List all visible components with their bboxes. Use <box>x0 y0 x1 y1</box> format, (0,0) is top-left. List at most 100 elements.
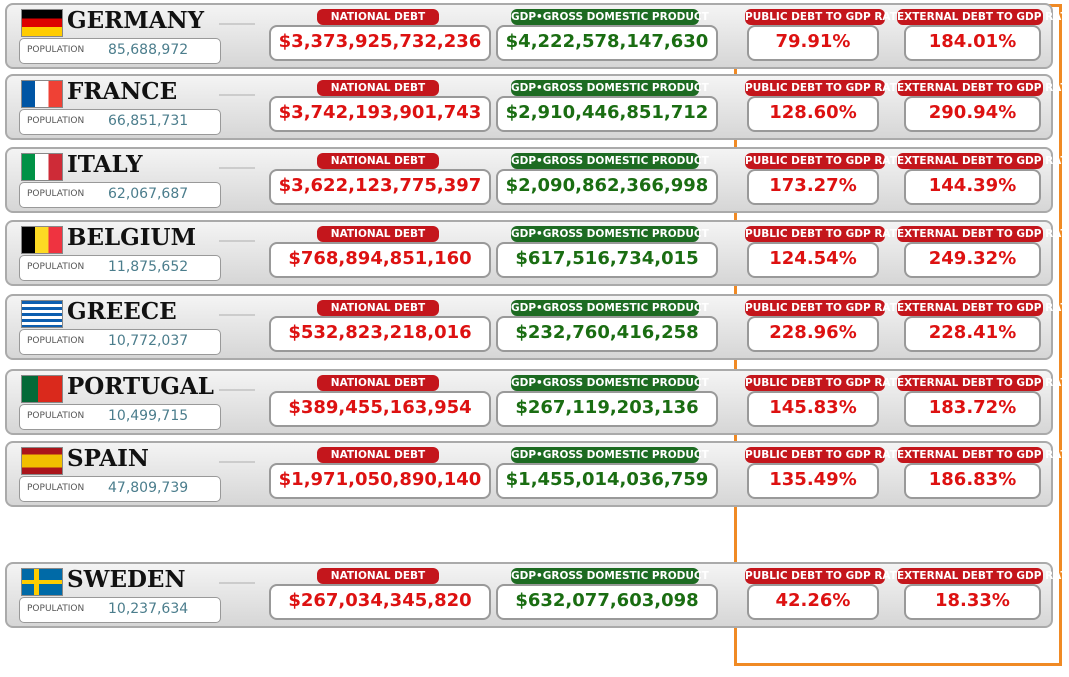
country-row: BELGIUM POPULATION 11,875,652 $768,894,851,… <box>5 220 1069 286</box>
public-ratio-value: 124.54% <box>747 242 879 278</box>
population-value: 66,851,731 <box>108 113 189 129</box>
national-debt-value: $1,971,050,890,140 <box>269 463 491 499</box>
external-ratio-label: EXTERNAL DEBT TO GDP RATIO <box>897 568 1069 584</box>
population-value: 10,237,634 <box>108 601 189 617</box>
country-row: ITALY POPULATION 62,067,687 $3,622,123,775,… <box>5 147 1069 213</box>
public-ratio-value: 42.26% <box>747 584 879 620</box>
population-box: POPULATION 66,851,731 <box>19 109 221 135</box>
gdp-label: GDP•GROSS DOMESTIC PRODUCT <box>511 226 709 242</box>
external-ratio-label: EXTERNAL DEBT TO GDP RATIO <box>897 300 1069 316</box>
national-debt-label: NATIONAL DEBT <box>317 375 439 391</box>
external-ratio-label: EXTERNAL DEBT TO GDP RATIO <box>897 226 1069 242</box>
population-box: POPULATION 11,875,652 <box>19 255 221 281</box>
external-ratio-value: 144.39% <box>904 169 1041 205</box>
population-label: POPULATION <box>27 411 85 421</box>
divider <box>219 240 255 242</box>
country-name: ITALY <box>67 151 143 178</box>
country-name: GREECE <box>67 298 177 325</box>
national-debt-value: $532,823,218,016 <box>269 316 491 352</box>
population-value: 47,809,739 <box>108 480 189 496</box>
gdp-label: GDP•GROSS DOMESTIC PRODUCT <box>511 375 709 391</box>
population-label: POPULATION <box>27 483 85 493</box>
gdp-value: $2,910,446,851,712 <box>496 96 718 132</box>
external-ratio-label: EXTERNAL DEBT TO GDP RATIO <box>897 80 1069 96</box>
population-box: POPULATION 62,067,687 <box>19 182 221 208</box>
flag <box>21 153 63 181</box>
national-debt-value: $3,622,123,775,397 <box>269 169 491 205</box>
country-row: GERMANY POPULATION 85,688,972 $3,373,925,73… <box>5 3 1069 69</box>
population-label: POPULATION <box>27 45 85 55</box>
national-debt-label: NATIONAL DEBT <box>317 226 439 242</box>
gdp-value: $632,077,603,098 <box>496 584 718 620</box>
public-ratio-label: PUBLIC DEBT TO GDP RATIO <box>745 80 910 96</box>
population-box: POPULATION 10,237,634 <box>19 597 221 623</box>
country-row: SWEDEN POPULATION 10,237,634 $267,034,345,8… <box>5 562 1069 628</box>
national-debt-value: $3,373,925,732,236 <box>269 25 491 61</box>
divider <box>219 389 255 391</box>
public-ratio-value: 228.96% <box>747 316 879 352</box>
gdp-value: $2,090,862,366,998 <box>496 169 718 205</box>
country-name: SPAIN <box>67 445 149 472</box>
national-debt-value: $768,894,851,160 <box>269 242 491 278</box>
gdp-label: GDP•GROSS DOMESTIC PRODUCT <box>511 568 709 584</box>
flag <box>21 300 63 328</box>
country-name: PORTUGAL <box>67 373 214 400</box>
external-ratio-value: 183.72% <box>904 391 1041 427</box>
national-debt-value: $267,034,345,820 <box>269 584 491 620</box>
divider <box>219 314 255 316</box>
external-ratio-label: EXTERNAL DEBT TO GDP RATIO <box>897 9 1069 25</box>
country-name: GERMANY <box>67 7 205 34</box>
country-name: SWEDEN <box>67 566 186 593</box>
flag <box>21 226 63 254</box>
national-debt-label: NATIONAL DEBT <box>317 568 439 584</box>
public-ratio-value: 145.83% <box>747 391 879 427</box>
divider <box>219 461 255 463</box>
external-ratio-value: 184.01% <box>904 25 1041 61</box>
gdp-label: GDP•GROSS DOMESTIC PRODUCT <box>511 153 709 169</box>
public-ratio-value: 135.49% <box>747 463 879 499</box>
external-ratio-value: 249.32% <box>904 242 1041 278</box>
public-ratio-label: PUBLIC DEBT TO GDP RATIO <box>745 226 910 242</box>
population-box: POPULATION 10,499,715 <box>19 404 221 430</box>
national-debt-label: NATIONAL DEBT <box>317 80 439 96</box>
gdp-value: $617,516,734,015 <box>496 242 718 278</box>
population-value: 62,067,687 <box>108 186 189 202</box>
population-value: 11,875,652 <box>108 259 189 275</box>
divider <box>219 94 255 96</box>
flag <box>21 9 63 37</box>
external-ratio-value: 186.83% <box>904 463 1041 499</box>
external-ratio-label: EXTERNAL DEBT TO GDP RATIO <box>897 375 1069 391</box>
country-name: BELGIUM <box>67 224 197 251</box>
external-ratio-label: EXTERNAL DEBT TO GDP RATIO <box>897 447 1069 463</box>
national-debt-value: $3,742,193,901,743 <box>269 96 491 132</box>
population-box: POPULATION 47,809,739 <box>19 476 221 502</box>
population-value: 85,688,972 <box>108 42 189 58</box>
country-row: SPAIN POPULATION 47,809,739 $1,971,050,890,… <box>5 441 1069 507</box>
public-ratio-value: 173.27% <box>747 169 879 205</box>
country-row: PORTUGAL POPULATION 10,499,715 $389,455,163… <box>5 369 1069 435</box>
country-row: GREECE POPULATION 10,772,037 $532,823,218,0… <box>5 294 1069 360</box>
external-ratio-value: 228.41% <box>904 316 1041 352</box>
flag <box>21 447 63 475</box>
country-name: FRANCE <box>67 78 178 105</box>
national-debt-label: NATIONAL DEBT <box>317 9 439 25</box>
gdp-label: GDP•GROSS DOMESTIC PRODUCT <box>511 80 709 96</box>
external-ratio-value: 18.33% <box>904 584 1041 620</box>
public-ratio-label: PUBLIC DEBT TO GDP RATIO <box>745 153 910 169</box>
gdp-value: $232,760,416,258 <box>496 316 718 352</box>
gdp-label: GDP•GROSS DOMESTIC PRODUCT <box>511 300 709 316</box>
gdp-value: $4,222,578,147,630 <box>496 25 718 61</box>
national-debt-label: NATIONAL DEBT <box>317 153 439 169</box>
public-ratio-label: PUBLIC DEBT TO GDP RATIO <box>745 300 910 316</box>
gdp-label: GDP•GROSS DOMESTIC PRODUCT <box>511 447 709 463</box>
public-ratio-label: PUBLIC DEBT TO GDP RATIO <box>745 375 910 391</box>
national-debt-label: NATIONAL DEBT <box>317 447 439 463</box>
public-ratio-value: 128.60% <box>747 96 879 132</box>
flag <box>21 568 63 596</box>
country-row: FRANCE POPULATION 66,851,731 $3,742,193,901… <box>5 74 1069 140</box>
public-ratio-label: PUBLIC DEBT TO GDP RATIO <box>745 568 910 584</box>
population-label: POPULATION <box>27 116 85 126</box>
gdp-value: $1,455,014,036,759 <box>496 463 718 499</box>
gdp-value: $267,119,203,136 <box>496 391 718 427</box>
